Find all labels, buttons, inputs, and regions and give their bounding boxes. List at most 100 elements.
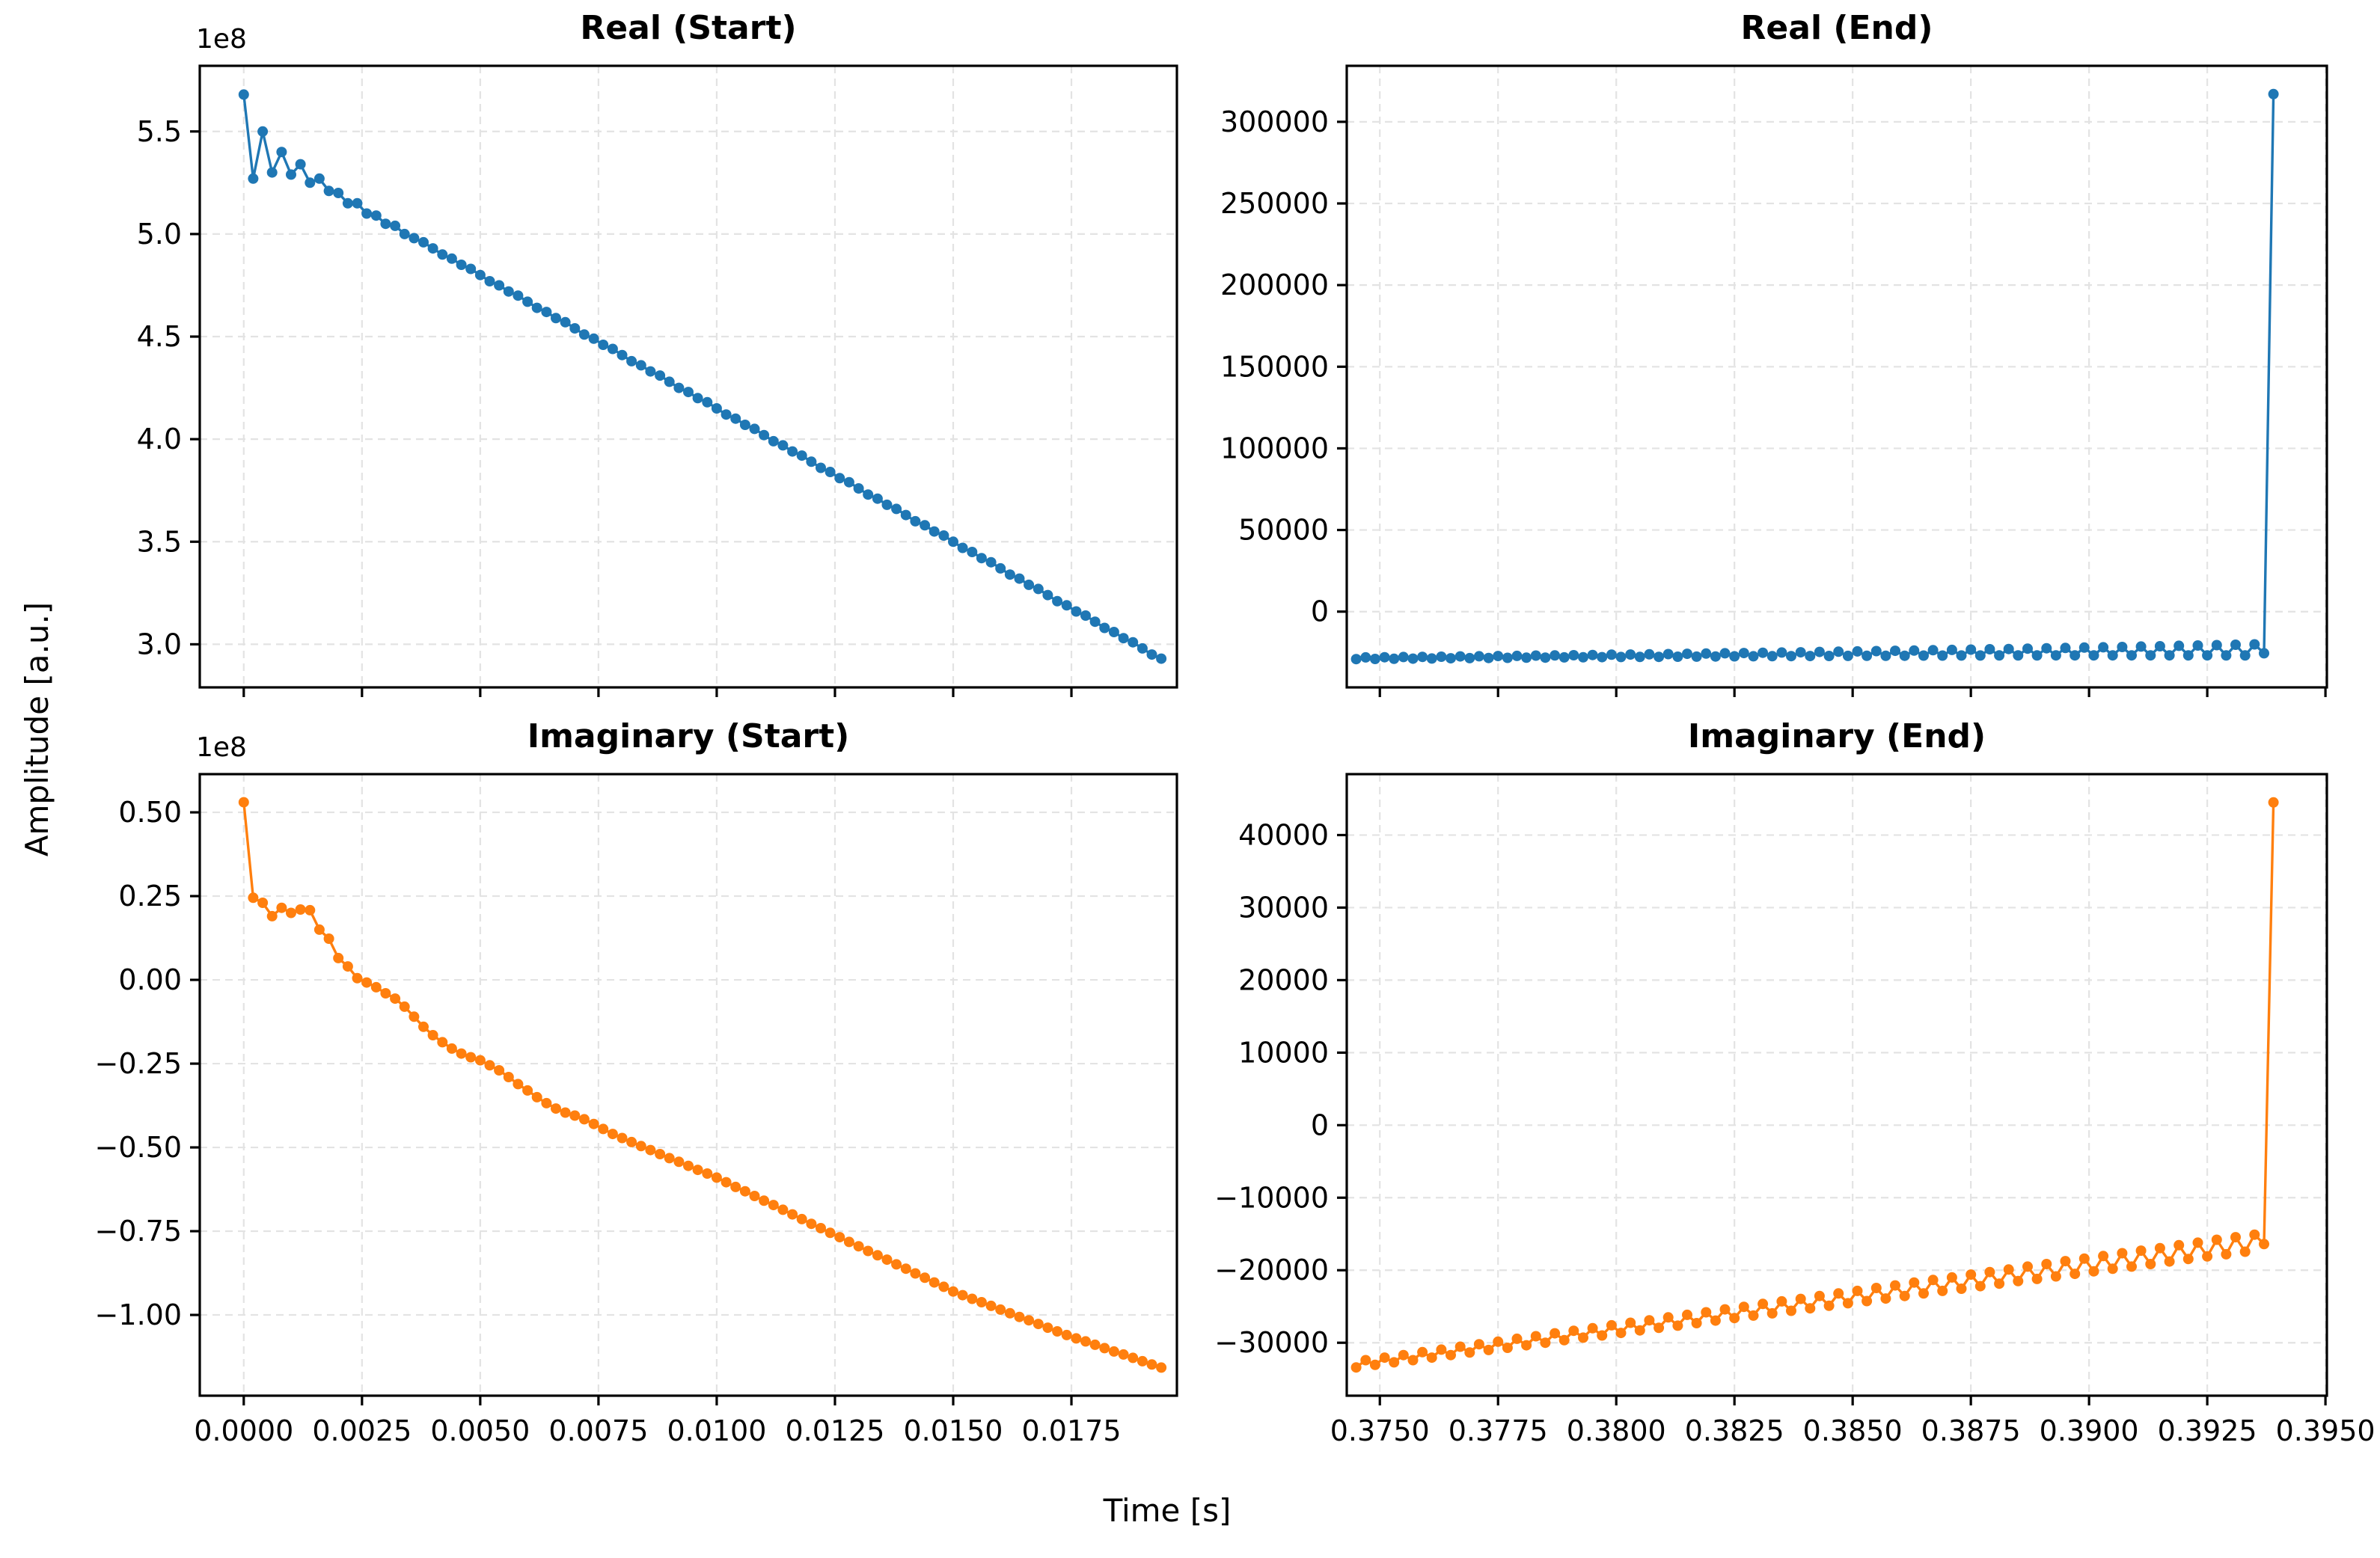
data-point	[578, 1114, 590, 1125]
data-point	[995, 562, 1006, 574]
data-point	[2173, 640, 2185, 651]
data-point	[1530, 1331, 1541, 1342]
data-point	[843, 476, 854, 488]
data-point	[266, 167, 278, 178]
data-point	[531, 302, 542, 313]
data-point	[1558, 1334, 1570, 1346]
ytick-label: 4.5	[137, 320, 182, 353]
data-point	[739, 1186, 750, 1197]
ytick-label: 4.0	[137, 423, 182, 456]
data-point	[2060, 1256, 2071, 1267]
data-point	[2164, 1256, 2175, 1267]
data-point	[1089, 1339, 1101, 1350]
data-point	[2154, 641, 2165, 651]
y-axis-offset-text-bottom-left: 1e8	[196, 732, 247, 763]
data-point	[1984, 1266, 1995, 1278]
data-point	[1156, 1362, 1167, 1373]
data-point	[702, 396, 713, 408]
ytick-label: 0	[1311, 595, 1329, 628]
data-point	[777, 1204, 789, 1215]
data-point	[503, 286, 514, 297]
data-point	[2088, 650, 2099, 661]
data-point	[1634, 651, 1645, 663]
tick-marks	[190, 130, 1073, 697]
data-point	[1597, 1330, 1608, 1341]
data-point	[1436, 651, 1447, 662]
data-point	[635, 1141, 646, 1152]
data-point	[1550, 650, 1561, 661]
data-line	[1356, 93, 2275, 660]
data-point	[607, 343, 618, 355]
data-point	[1052, 1326, 1063, 1337]
axes-spines	[198, 773, 1178, 1397]
data-point	[2154, 1242, 2165, 1254]
data-point	[276, 147, 287, 158]
data-point	[816, 1223, 826, 1233]
data-point	[513, 290, 524, 301]
data-point	[985, 556, 997, 568]
data-point	[1842, 1298, 1853, 1309]
data-point	[920, 1272, 931, 1283]
subplot-title-imaginary-end: Imaginary (End)	[1687, 717, 1986, 755]
data-point	[1766, 1307, 1778, 1319]
data-point	[1625, 649, 1636, 660]
data-point	[2060, 642, 2071, 654]
data-point	[409, 233, 420, 244]
data-point	[891, 1259, 902, 1270]
data-point	[985, 1300, 997, 1311]
ytick-label: −20000	[1214, 1254, 1329, 1286]
data-point	[1597, 651, 1608, 663]
data-point	[437, 1037, 448, 1048]
data-markers	[1350, 88, 2279, 665]
ytick-label: 200000	[1220, 269, 1329, 301]
data-point	[1454, 651, 1466, 662]
ytick-label: 3.0	[137, 628, 182, 660]
y-axis-label: Amplitude [a.u.]	[19, 601, 55, 857]
data-point	[1426, 653, 1437, 664]
data-point	[626, 1136, 637, 1147]
data-point	[484, 276, 495, 286]
data-point	[1024, 1315, 1035, 1326]
ytick-label: −0.25	[95, 1047, 182, 1080]
data-markers	[1350, 797, 2279, 1373]
data-point	[333, 952, 344, 963]
data-point	[1956, 1283, 1967, 1294]
data-point	[1682, 648, 1692, 660]
data-point	[1852, 645, 1863, 657]
data-point	[1379, 1352, 1390, 1364]
data-point	[494, 280, 505, 291]
data-point	[248, 173, 259, 184]
data-point	[976, 1297, 987, 1307]
data-point	[352, 972, 363, 984]
data-point	[995, 1304, 1006, 1315]
data-point	[617, 1132, 628, 1144]
data-point	[1369, 654, 1380, 664]
data-point	[759, 429, 770, 441]
data-point	[1691, 651, 1702, 662]
data-point	[370, 981, 382, 993]
ytick-label: 0.50	[118, 796, 182, 829]
data-point	[1701, 648, 1712, 659]
grid	[1347, 774, 2327, 1396]
subplot-title-imaginary-start: Imaginary (Start)	[527, 717, 850, 755]
data-point	[796, 1213, 807, 1224]
data-point	[711, 1172, 722, 1183]
data-point	[1578, 1332, 1588, 1343]
xtick-label: 0.0000	[194, 1414, 293, 1447]
data-point	[1578, 651, 1588, 663]
data-point	[361, 977, 373, 988]
data-point	[2192, 640, 2203, 651]
axes-spines	[198, 64, 1178, 689]
data-point	[1937, 650, 1948, 661]
data-point	[1890, 645, 1900, 657]
data-point	[1071, 1333, 1082, 1344]
data-point	[2173, 1239, 2185, 1251]
data-point	[2249, 1229, 2260, 1240]
data-point	[1644, 648, 1655, 660]
data-point	[503, 1072, 514, 1082]
data-point	[1966, 1269, 1977, 1281]
data-point	[295, 159, 306, 170]
data-point	[1729, 1313, 1740, 1324]
data-point	[1899, 1290, 1910, 1301]
